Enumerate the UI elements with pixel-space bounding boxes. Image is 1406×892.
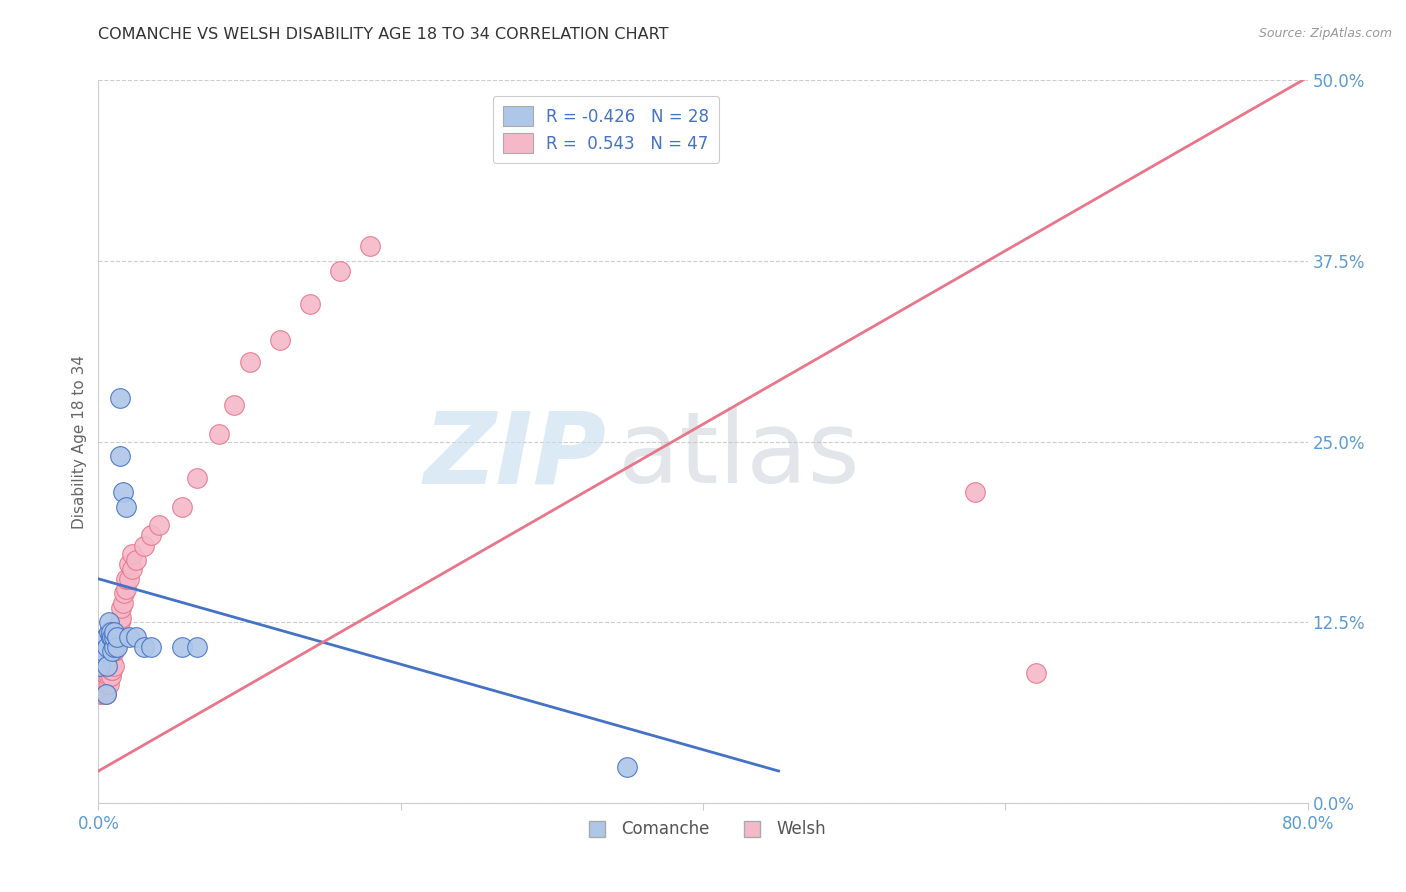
Point — [89, 658, 111, 673]
Point — [90, 677, 112, 691]
Point — [148, 518, 170, 533]
Point — [208, 427, 231, 442]
Point — [125, 630, 148, 644]
Point — [186, 640, 208, 654]
Point — [118, 630, 141, 644]
Point — [103, 625, 125, 640]
Point — [329, 264, 352, 278]
Point — [98, 668, 121, 682]
Point — [224, 398, 246, 412]
Point — [89, 687, 111, 701]
Point — [118, 572, 141, 586]
Point — [105, 625, 128, 640]
Point — [96, 640, 118, 654]
Point — [98, 615, 121, 630]
Point — [100, 668, 122, 682]
Point — [94, 687, 117, 701]
Point — [111, 485, 134, 500]
Point — [112, 586, 135, 600]
Point — [93, 683, 115, 698]
Point — [103, 630, 125, 644]
Point — [98, 625, 121, 640]
Point — [269, 334, 291, 348]
Point — [132, 640, 155, 654]
Point — [132, 539, 155, 553]
Point — [96, 677, 118, 691]
Point — [1024, 665, 1046, 680]
Point — [239, 355, 262, 369]
Point — [105, 630, 128, 644]
Point — [103, 640, 125, 654]
Point — [125, 553, 148, 567]
Point — [101, 663, 124, 677]
Point — [114, 582, 136, 596]
Point — [98, 677, 121, 691]
Y-axis label: Disability Age 18 to 34: Disability Age 18 to 34 — [72, 354, 87, 529]
Text: ZIP: ZIP — [423, 408, 606, 505]
Point — [107, 619, 129, 633]
Point — [96, 668, 118, 682]
Text: COMANCHE VS WELSH DISABILITY AGE 18 TO 34 CORRELATION CHART: COMANCHE VS WELSH DISABILITY AGE 18 TO 3… — [98, 27, 669, 42]
Point — [105, 640, 128, 654]
Point — [299, 297, 322, 311]
Point — [110, 600, 132, 615]
Point — [108, 449, 131, 463]
Point — [94, 687, 117, 701]
Point — [100, 663, 122, 677]
Point — [103, 658, 125, 673]
Point — [121, 547, 143, 561]
Point — [108, 391, 131, 405]
Legend: Comanche, Welsh: Comanche, Welsh — [574, 814, 832, 845]
Point — [170, 640, 193, 654]
Point — [100, 625, 122, 640]
Point — [94, 677, 117, 691]
Point — [141, 640, 163, 654]
Point — [965, 485, 987, 500]
Point — [105, 630, 128, 644]
Point — [91, 644, 114, 658]
Point — [170, 500, 193, 514]
Point — [101, 644, 124, 658]
Point — [90, 683, 112, 698]
Point — [103, 644, 125, 658]
Text: atlas: atlas — [619, 408, 860, 505]
Point — [104, 640, 127, 654]
Point — [94, 630, 117, 644]
Point — [101, 654, 124, 668]
Point — [118, 558, 141, 572]
Point — [360, 239, 382, 253]
Point — [121, 562, 143, 576]
Point — [91, 687, 114, 701]
Point — [114, 572, 136, 586]
Text: Source: ZipAtlas.com: Source: ZipAtlas.com — [1258, 27, 1392, 40]
Point — [100, 630, 122, 644]
Point — [616, 760, 638, 774]
Point — [114, 500, 136, 514]
Point — [111, 596, 134, 610]
Point — [110, 611, 132, 625]
Point — [101, 630, 124, 644]
Point — [108, 615, 131, 630]
Point — [186, 470, 208, 484]
Point — [96, 658, 118, 673]
Point — [141, 528, 163, 542]
